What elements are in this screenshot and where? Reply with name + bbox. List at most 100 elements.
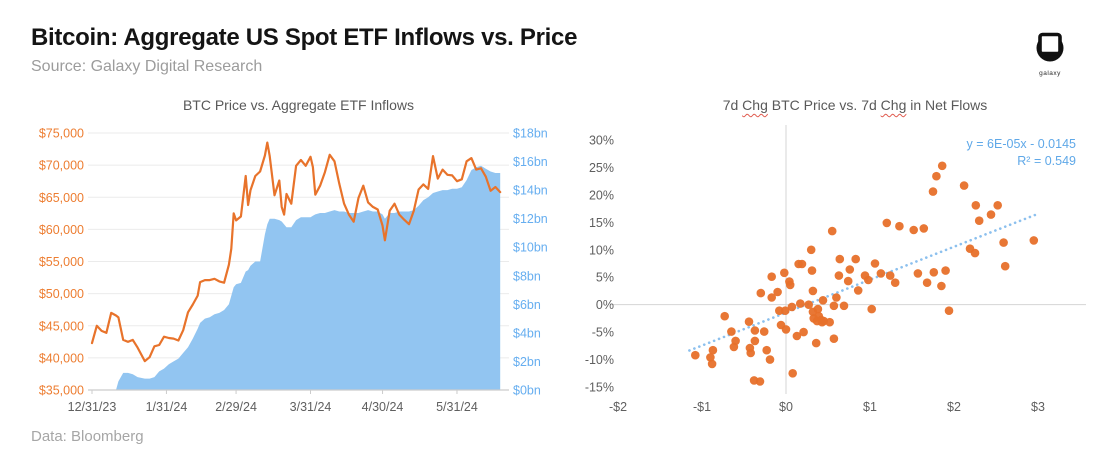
scatter-point — [845, 265, 855, 274]
svg-text:$0: $0 — [779, 400, 793, 414]
svg-text:$16bn: $16bn — [513, 155, 548, 169]
scatter-point — [759, 327, 769, 336]
scatter-point — [720, 311, 729, 321]
svg-text:$2: $2 — [947, 400, 961, 414]
scatter-point — [785, 280, 795, 290]
scatter-point — [825, 317, 834, 327]
scatter-point — [909, 225, 918, 235]
scatter-chart: 7d Chg BTC Price vs. 7d Chg in Net Flows… — [570, 95, 1098, 440]
scatter-point — [807, 266, 817, 275]
scatter-point — [746, 348, 755, 358]
svg-text:$3: $3 — [1031, 400, 1045, 414]
scatter-point — [999, 238, 1008, 247]
svg-text:-10%: -10% — [585, 353, 614, 367]
scatter-point — [1029, 236, 1039, 245]
svg-text:5%: 5% — [596, 271, 614, 285]
scatter-point — [804, 300, 813, 309]
scatter-point — [744, 317, 754, 326]
svg-text:-$1: -$1 — [693, 400, 711, 414]
svg-text:$75,000: $75,000 — [39, 127, 84, 141]
scatter-point — [767, 272, 776, 281]
scatter-point — [851, 254, 860, 264]
scatter-point — [691, 350, 700, 360]
scatter-point — [750, 326, 760, 335]
scatter-point — [811, 338, 821, 348]
scatter-point — [929, 268, 939, 277]
galaxy-logo: galaxy — [1028, 30, 1072, 77]
svg-text:$10bn: $10bn — [513, 241, 548, 255]
scatter-point — [829, 301, 839, 311]
svg-text:$50,000: $50,000 — [39, 287, 84, 301]
svg-text:-15%: -15% — [585, 381, 614, 395]
scatter-point — [937, 161, 947, 171]
scatter-point — [944, 306, 954, 315]
svg-text:25%: 25% — [589, 161, 614, 175]
scatter-point — [806, 245, 816, 255]
scatter-point — [797, 259, 807, 269]
page-title: Bitcoin: Aggregate US Spot ETF Inflows v… — [31, 24, 578, 51]
svg-text:10%: 10% — [589, 243, 614, 257]
price-axis-labels: $75,000 $70,000 $65,000 $60,000 $55,000 $50,0… — [39, 127, 84, 398]
scatter-point — [787, 302, 797, 312]
scatter-point — [835, 254, 845, 264]
page-subtitle: Source: Galaxy Digital Research — [31, 58, 263, 75]
trendline-r-squared: R² = 0.549 — [1017, 154, 1076, 168]
svg-text:$60,000: $60,000 — [39, 223, 84, 237]
scatter-point — [792, 331, 802, 341]
scatter-point — [813, 304, 823, 314]
data-source-note: Data: Bloomberg — [31, 428, 144, 445]
scatter-point — [799, 327, 808, 337]
svg-text:$18bn: $18bn — [513, 127, 548, 141]
scatter-point — [773, 287, 782, 297]
scatter-point — [870, 259, 880, 268]
scatter-point — [843, 276, 853, 286]
scatter-points — [691, 161, 1039, 386]
scatter-point — [853, 286, 863, 295]
scatter-point — [882, 218, 892, 228]
svg-text:$8bn: $8bn — [513, 269, 541, 283]
svg-text:12/31/23: 12/31/23 — [68, 400, 117, 414]
scatter-point — [913, 269, 923, 278]
svg-text:3/31/24: 3/31/24 — [290, 400, 332, 414]
scatter-point — [941, 266, 950, 275]
pct-axis-labels: 30% 25% 20% 15% 10% 5% 0% -5% -10% -15% — [585, 134, 614, 395]
scatter-point — [818, 296, 828, 305]
scatter-point — [928, 187, 938, 196]
date-axis-labels: 12/31/23 1/31/24 2/29/24 3/31/24 4/30/24 5/31… — [68, 400, 478, 414]
flows-axis-labels: $18bn $16bn $14bn $12bn $10bn $8bn $6bn $4bn $2b… — [513, 127, 548, 398]
scatter-point — [932, 171, 941, 181]
scatter-point — [780, 306, 790, 315]
svg-text:$65,000: $65,000 — [39, 191, 84, 205]
svg-text:0%: 0% — [596, 298, 614, 312]
scatter-point — [895, 221, 904, 231]
line-chart-title: BTC Price vs. Aggregate ETF Inflows — [182, 97, 415, 113]
x-axis-ticks — [91, 390, 458, 394]
svg-text:$45,000: $45,000 — [39, 319, 84, 333]
svg-text:2/29/24: 2/29/24 — [215, 400, 257, 414]
scatter-point — [1000, 261, 1010, 271]
galaxy-logo-text: galaxy — [1039, 70, 1061, 77]
flow-axis-labels: -$2 -$1 $0 $1 $2 $3 — [609, 400, 1045, 414]
scatter-point — [834, 271, 844, 280]
scatter-point — [756, 288, 766, 298]
misspelled-word: Chg — [880, 97, 907, 113]
svg-text:15%: 15% — [589, 216, 614, 230]
svg-text:5/31/24: 5/31/24 — [436, 400, 478, 414]
svg-text:-$2: -$2 — [609, 400, 627, 414]
svg-text:-5%: -5% — [592, 326, 614, 340]
scatter-point — [993, 201, 1002, 210]
scatter-point — [755, 377, 765, 386]
scatter-chart-canvas: y = 6E-05x - 0.0145 R² = 0.549 30% 25% 20% 15… — [585, 125, 1086, 414]
scatter-point — [775, 306, 784, 315]
svg-text:$6bn: $6bn — [513, 298, 541, 312]
trendline — [688, 213, 1038, 352]
svg-text:$4bn: $4bn — [513, 326, 541, 340]
svg-text:$0bn: $0bn — [513, 384, 541, 398]
scatter-point — [922, 278, 932, 287]
svg-text:$40,000: $40,000 — [39, 351, 84, 365]
svg-text:$14bn: $14bn — [513, 184, 548, 198]
scatter-point — [765, 355, 775, 364]
btc-price-line — [90, 141, 502, 363]
scatter-point — [839, 301, 849, 311]
scatter-point — [827, 226, 837, 236]
